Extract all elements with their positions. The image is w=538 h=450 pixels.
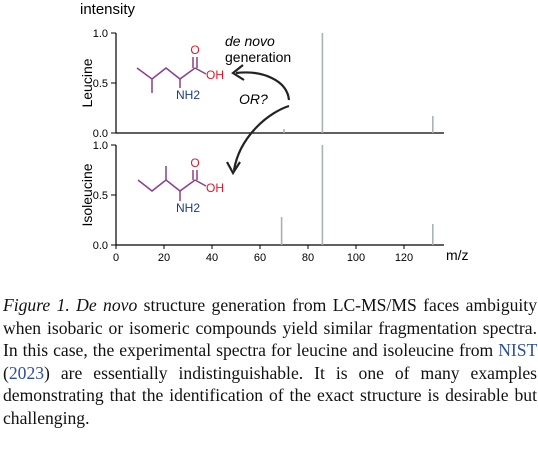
x-axis-title: m/z — [446, 247, 469, 263]
leucine-ytick-label-0.5: 0.5 — [93, 78, 108, 90]
mass-spectra-figure: intensity 1.0 0.5 0.0 Leucine 1.0 0.5 0.… — [79, 1, 469, 264]
isoleucine-oh-label: OH — [206, 181, 224, 195]
x-tick-label-0: 0 — [113, 252, 119, 264]
x-tick-label-80: 80 — [302, 252, 314, 264]
caption-label: Figure 1. — [3, 295, 70, 315]
isoleucine-nh2-label: NH2 — [176, 201, 200, 215]
leucine-structure — [136, 57, 207, 93]
arrows — [226, 64, 291, 176]
annotation-de-novo: de novo — [225, 33, 275, 49]
caption-paren-close: ) — [44, 362, 50, 383]
x-tick-label-100: 100 — [347, 252, 365, 264]
annotation-or: OR? — [239, 91, 268, 107]
caption-cite-year[interactable]: 2023 — [8, 362, 45, 383]
caption-paren-open: ( — [3, 362, 9, 383]
isoleucine-skeleton — [137, 166, 196, 192]
x-tick-label-20: 20 — [158, 252, 170, 264]
caption-text-1: structure generation from LC-MS/MS faces… — [3, 295, 537, 361]
panel-isoleucine: 1.0 0.5 0.0 Isoleucine — [79, 140, 444, 252]
isoleucine-ytick-label-0: 0.0 — [93, 240, 108, 252]
leucine-oh-label: OH — [206, 68, 224, 82]
caption-cite-name[interactable]: NIST — [498, 340, 537, 361]
leucine-ytick-label-1: 1.0 — [93, 28, 108, 40]
leucine-panel-label: Leucine — [79, 58, 95, 107]
isoleucine-ytick-label-1: 1.0 — [93, 140, 108, 152]
isoleucine-c-oh-bond — [194, 179, 207, 187]
leucine-ytick-label-0: 0.0 — [93, 128, 108, 140]
x-tick-label-120: 120 — [395, 252, 413, 264]
arrow-to-leucine — [235, 71, 291, 101]
x-axis-ticks: 0 20 40 60 80 100 120 — [113, 245, 413, 264]
leucine-peaks — [283, 33, 434, 133]
isoleucine-ytick-label-0.5: 0.5 — [93, 190, 108, 202]
caption-de-novo: De novo — [76, 295, 138, 315]
leucine-c-oh-bond — [194, 67, 207, 75]
isoleucine-o-label: O — [190, 156, 199, 170]
leucine-nh2-label: NH2 — [176, 88, 200, 102]
isoleucine-structure — [137, 166, 207, 201]
caption-text-2: are essentially indistinguishable. It is… — [3, 362, 537, 428]
arrow-to-isoleucine-head — [226, 161, 241, 176]
annotation-generation: generation — [225, 49, 291, 65]
isoleucine-panel-label: Isoleucine — [79, 163, 95, 226]
figure-caption: Figure 1. De novo structure generation f… — [3, 294, 537, 430]
x-tick-label-40: 40 — [206, 252, 218, 264]
isoleucine-peaks — [280, 145, 434, 245]
x-tick-label-60: 60 — [254, 252, 266, 264]
arrow-to-leucine-head — [231, 64, 245, 81]
y-axis-title: intensity — [80, 1, 136, 18]
leucine-o-label: O — [190, 43, 199, 57]
arrow-to-isoleucine — [232, 104, 290, 171]
panel-leucine: 1.0 0.5 0.0 Leucine — [79, 28, 444, 140]
